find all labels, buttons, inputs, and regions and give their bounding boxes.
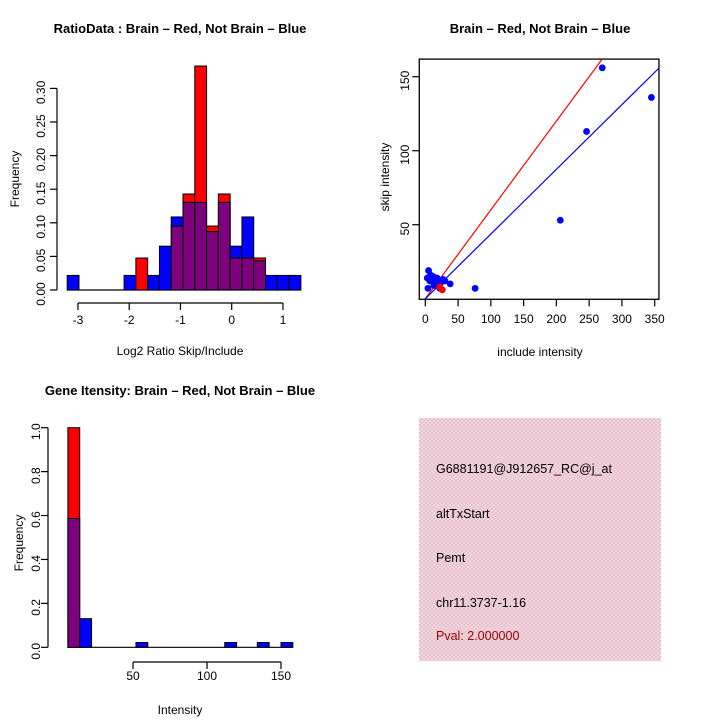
scatter-point-blue [556, 216, 564, 224]
hist-bar [79, 618, 93, 648]
panel-ratio-histogram: RatioData : Brain – Red, Not Brain – Blu… [0, 0, 360, 360]
y-tick-label: 0.4 [29, 555, 43, 572]
hist-bar-overlap [253, 260, 267, 291]
hist-bar [158, 245, 172, 291]
hist-bar-overlap [229, 257, 243, 291]
x-axis-label: Intensity [157, 703, 203, 717]
hist-bar-overlap [194, 201, 208, 291]
scatter-point-blue [429, 273, 437, 280]
hist-bar-overlap [241, 257, 255, 291]
scatter-point-blue [583, 128, 590, 135]
locus: chr11.3737-1.16 [436, 596, 527, 610]
hist-bar [256, 642, 270, 648]
hist-bar-overlap [182, 201, 196, 291]
scatter-point-blue [471, 284, 479, 292]
y-tick-label: 50 [398, 222, 412, 236]
y-tick-label: 100 [398, 144, 412, 164]
chart-title: Gene Itensity: Brain – Red, Not Brain – … [44, 383, 316, 398]
hist-bar [280, 642, 294, 648]
y-tick-label: 0.6 [29, 511, 43, 528]
scatter-plot-canvas: 50 100 150 0 50 100 150 200 250 300 350 [398, 58, 665, 326]
probe-id: G6881191@J912657_RC@j_at [436, 462, 612, 476]
scatter-point-blue [446, 280, 454, 288]
y-tick-label: 150 [398, 70, 412, 90]
x-tick-label: 0 [228, 313, 235, 327]
hist-bar [147, 274, 160, 291]
x-tick-label: 1 [280, 313, 287, 327]
scatter-point-red [438, 286, 446, 294]
hist-bar-overlap [67, 517, 81, 648]
hist-bar-overlap [217, 201, 231, 291]
hist-bar-overlap [206, 231, 219, 291]
x-tick-label: 300 [612, 312, 632, 326]
y-tick-label: 0.00 [34, 282, 48, 306]
y-tick-label: 0.30 [34, 80, 48, 104]
gene-symbol: Pemt [436, 551, 466, 565]
y-tick-label: 1.0 [29, 423, 43, 440]
y-tick-label: 0.05 [34, 248, 48, 272]
x-tick-label: 100 [481, 312, 501, 326]
scatter-point-blue [439, 276, 447, 283]
x-tick-label: -2 [124, 313, 135, 327]
scatter-point-blue [648, 94, 655, 101]
hist-bar [265, 274, 278, 291]
y-tick-label: 0.8 [29, 467, 43, 484]
chart-title: RatioData : Brain – Red, Not Brain – Blu… [53, 21, 307, 36]
x-axis-label: Log2 Ratio Skip/Include [116, 344, 244, 358]
scatter-point-blue [598, 64, 606, 72]
hist-bar [276, 274, 290, 291]
hist-bar [135, 642, 149, 648]
y-tick-label: 0.20 [34, 148, 48, 172]
hist-bar [66, 274, 80, 291]
x-tick-label: -3 [73, 313, 84, 327]
y-tick-label: 0.2 [29, 599, 43, 616]
scatter-point-blue [424, 284, 432, 292]
panel-intensity-scatter: Brain – Red, Not Brain – Blue skip inten… [360, 0, 720, 360]
gene-histogram-canvas: 0.0 0.2 0.4 0.6 0.8 1.0 50 100 150 [29, 423, 294, 683]
x-tick-label: 50 [451, 312, 465, 326]
x-tick-label: 350 [645, 312, 665, 326]
gene-info-box: G6881191@J912657_RC@j_at altTxStart Pemt… [419, 418, 661, 661]
blue-trend-line [424, 67, 660, 300]
x-tick-label: 50 [126, 669, 140, 683]
y-tick-label: 0.15 [34, 181, 48, 205]
hist-bar [123, 274, 137, 291]
x-tick-label: 250 [579, 312, 599, 326]
panel-gene-info: G6881191@J912657_RC@j_at altTxStart Pemt… [360, 360, 720, 720]
hist-bar [224, 642, 238, 648]
x-tick-label: 100 [197, 669, 217, 683]
y-tick-label: 0.25 [34, 114, 48, 138]
x-tick-label: 0 [422, 312, 429, 326]
y-tick-label: 0.0 [29, 643, 43, 660]
x-tick-label: 150 [271, 669, 291, 683]
panel-gene-intensity-histogram: Gene Itensity: Brain – Red, Not Brain – … [0, 360, 360, 720]
hist-bar [288, 274, 302, 291]
x-axis-label: include intensity [497, 345, 583, 359]
x-tick-label: 200 [546, 312, 566, 326]
hist-bar-overlap [170, 225, 184, 291]
x-tick-label: -1 [175, 313, 186, 327]
pval-value: Pval: 2.000000 [436, 629, 520, 643]
x-tick-label: 150 [514, 312, 534, 326]
chart-title: Brain – Red, Not Brain – Blue [449, 21, 631, 36]
event-type: altTxStart [436, 507, 490, 521]
hist-bar [135, 257, 149, 291]
y-tick-label: 0.10 [34, 215, 48, 239]
plot-box [418, 58, 660, 300]
ratio-histogram-canvas: 0.00 0.05 0.10 0.15 0.20 0.25 0.30 -3 -2 -1 0 1 [34, 65, 302, 327]
red-trend-line [424, 58, 603, 300]
